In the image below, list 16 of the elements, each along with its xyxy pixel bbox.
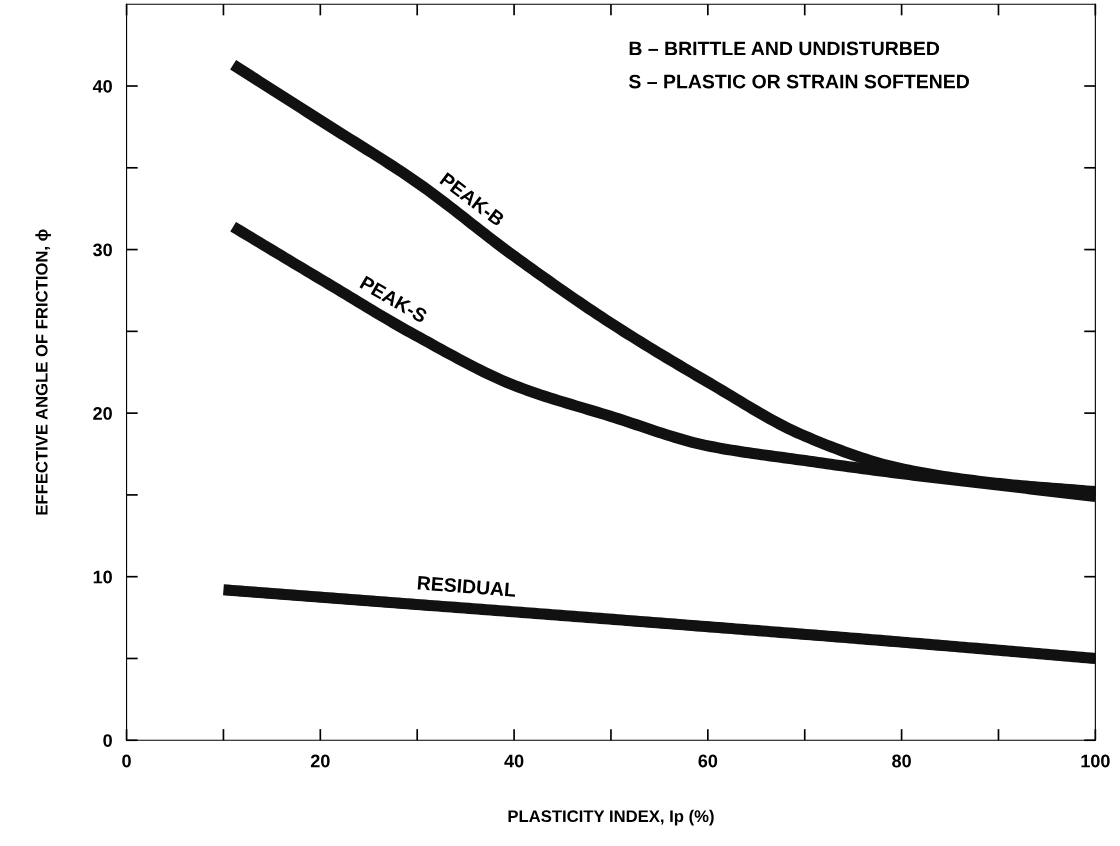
x-tick-label: 80 xyxy=(892,754,911,768)
annotation: B – BRITTLE AND UNDISTURBED xyxy=(629,41,940,56)
x-tick-label: 20 xyxy=(310,754,330,768)
y-tick-label: 40 xyxy=(92,79,112,93)
y-tick-label: 30 xyxy=(93,243,112,257)
y-tick-label: 20 xyxy=(93,407,112,420)
x-tick-label: 100 xyxy=(1081,754,1110,768)
x-tick-label: 60 xyxy=(698,754,718,768)
y-tick-label: 0 xyxy=(103,734,112,747)
x-tick-label: 0 xyxy=(122,754,131,768)
y-tick-label: 10 xyxy=(93,570,112,584)
y-axis-title: EFFECTIVE ANGLE OF FRICTION, ϕ xyxy=(35,229,51,515)
series-label: RESIDUAL xyxy=(417,575,516,597)
x-axis-title: PLASTICITY INDEX, Ip (%) xyxy=(508,809,714,826)
annotation: S – PLASTIC OR STRAIN SOFTENED xyxy=(628,74,969,89)
x-tick-label: 40 xyxy=(504,754,524,768)
